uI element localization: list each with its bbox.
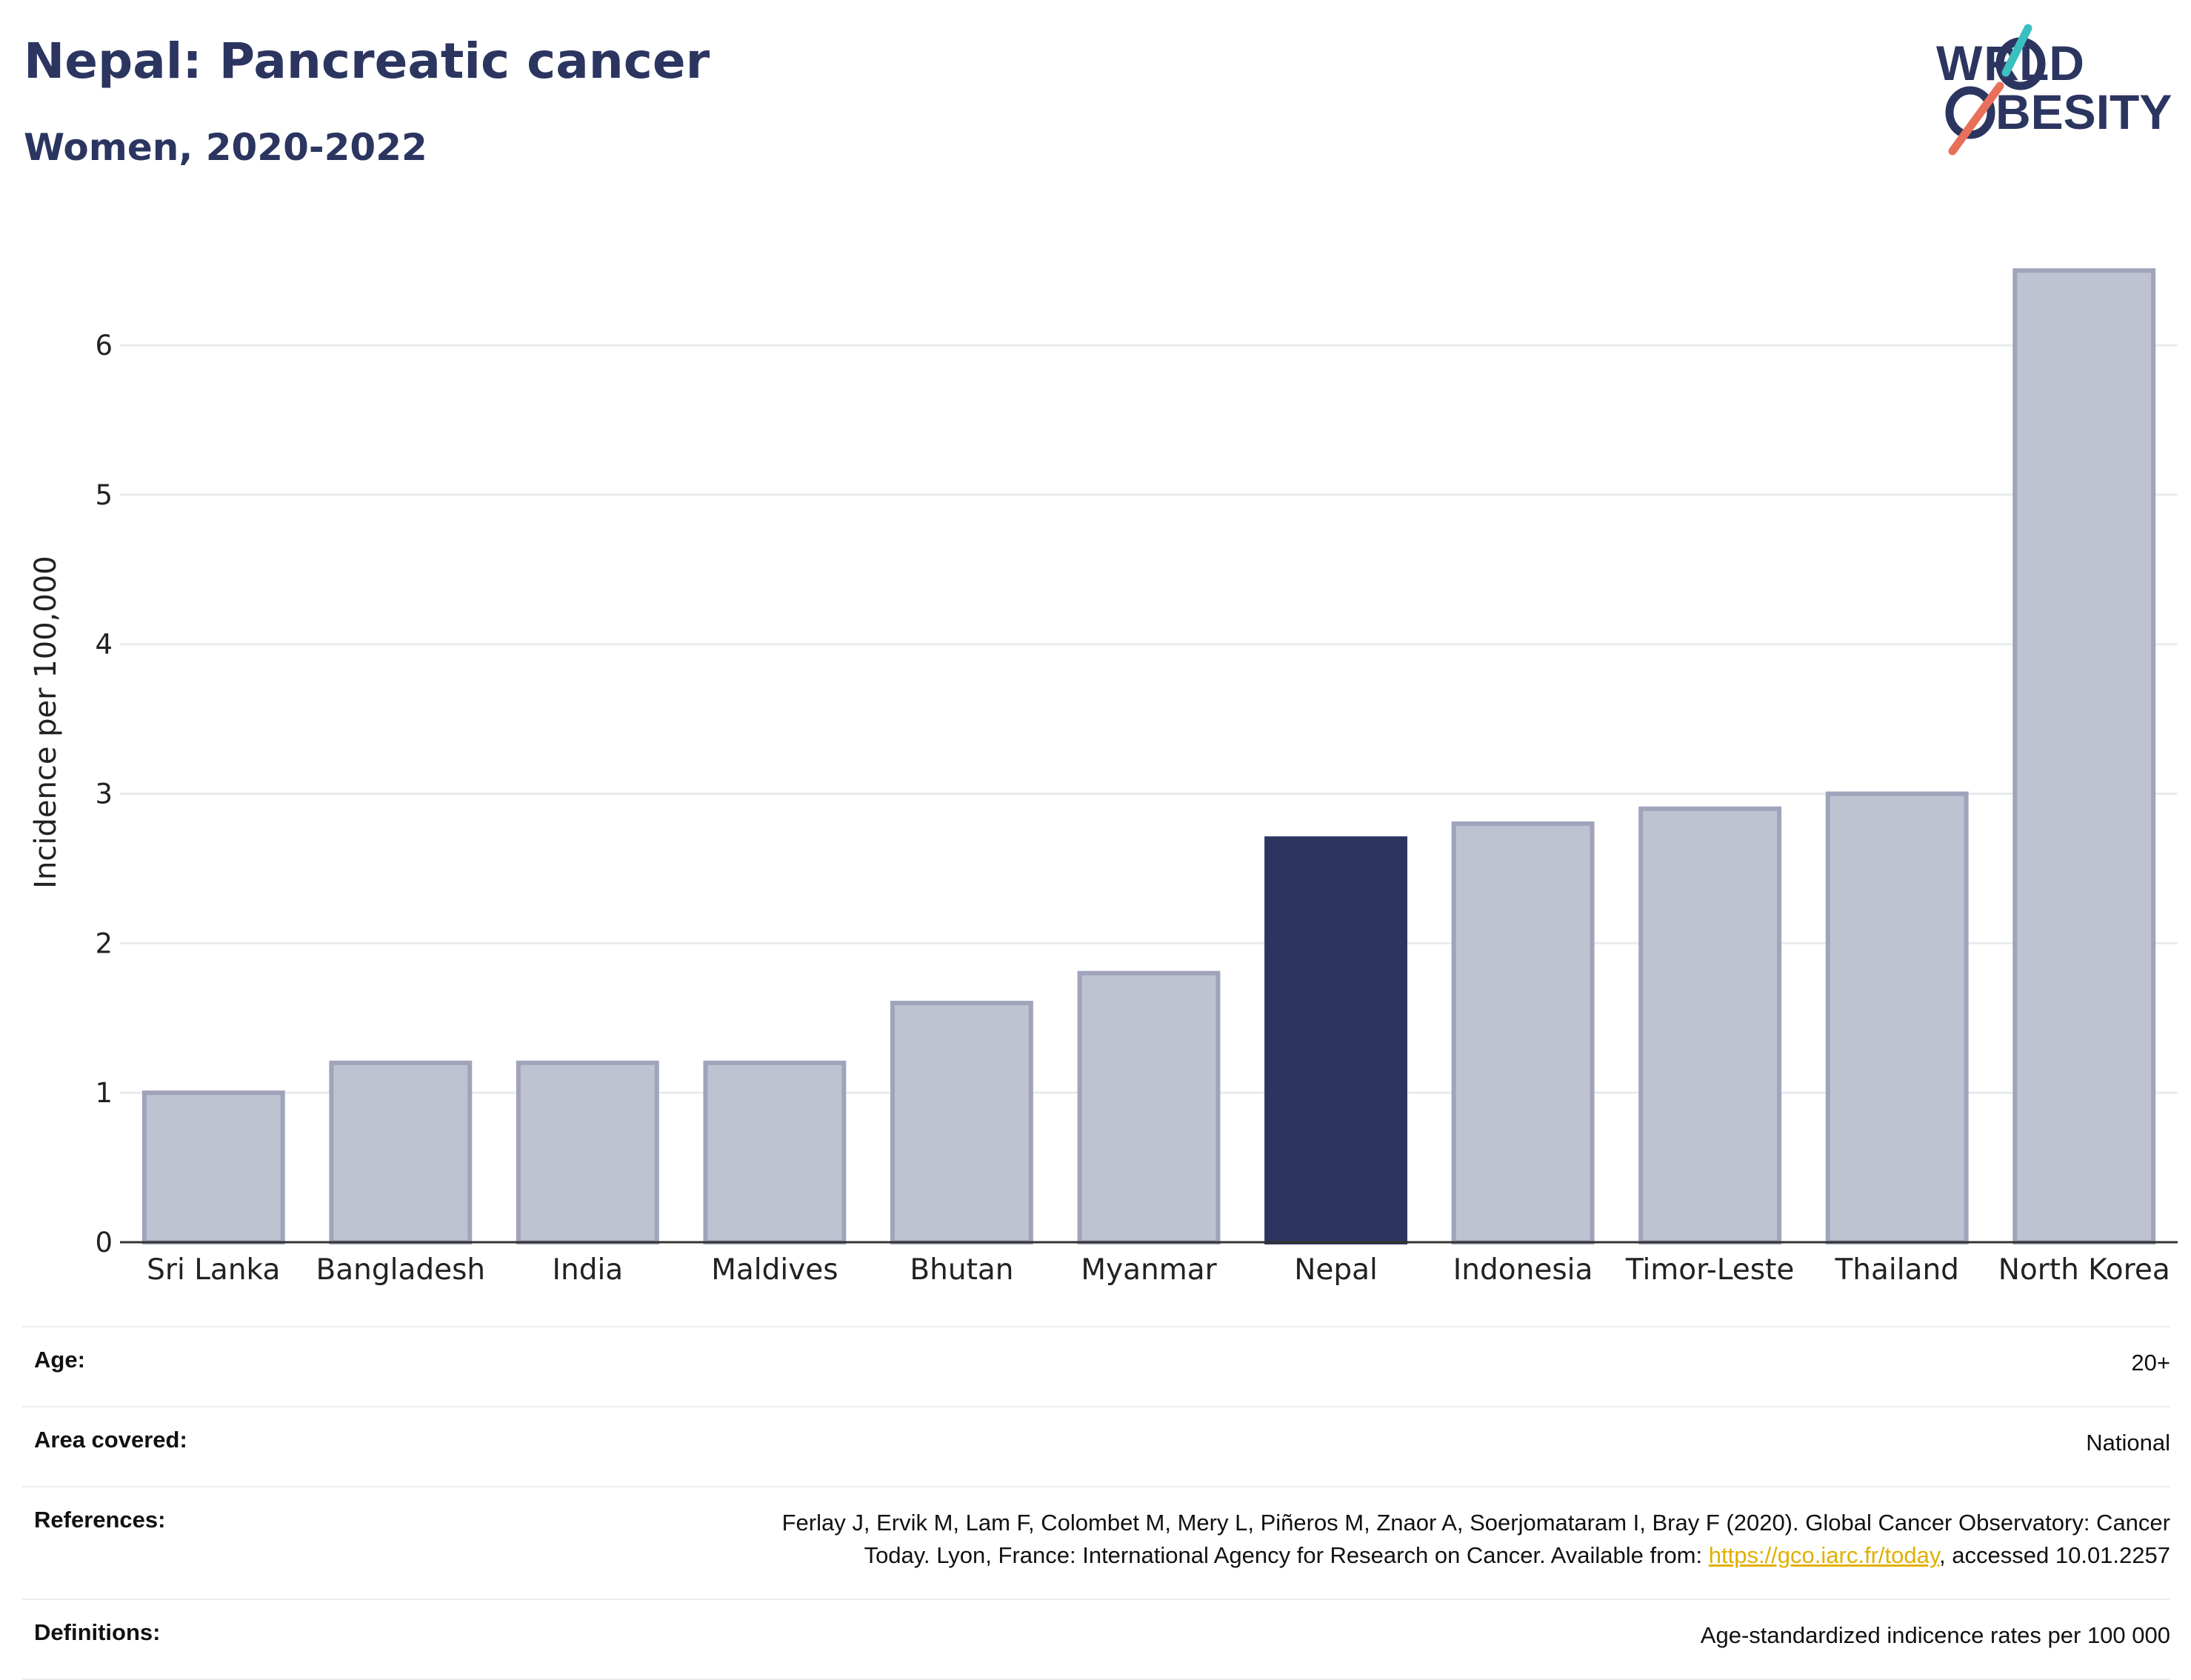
bar-indonesia [1451,821,1595,1244]
y-tick-label: 2 [95,927,113,959]
bar-chart: 0 1 2 3 4 5 6 Sri Lanka Bangladesh India Maldives… [95,268,2178,1287]
definitions-label: Definitions: [22,1599,286,1680]
definitions-value: Age-standardized indicence rates per 100… [286,1599,2170,1680]
logo-slash-teal [2001,24,2032,77]
y-axis-label: Incidence per 100,000 [29,556,63,889]
references-link[interactable]: https://gco.iarc.fr/today [1708,1542,1940,1568]
bar-myanmar [1077,970,1221,1245]
bar-north-korea [2012,268,2156,1245]
x-tick-label: Nepal [1294,1253,1378,1287]
references-value: Ferlay J, Ervik M, Lam F, Colombet M, Me… [286,1486,2170,1600]
bar-timor-leste [1638,806,1782,1244]
x-tick-label: Sri Lanka [147,1253,280,1287]
info-row-area: Area covered: National [22,1406,2170,1487]
y-tick-label: 3 [95,779,113,810]
x-tick-label: Thailand [1834,1253,1958,1287]
bar-thailand [1825,791,1969,1244]
x-tick-label: Timor-Leste [1625,1253,1795,1287]
age-value: 20+ [286,1326,2170,1407]
x-tick-label: Myanmar [1081,1253,1217,1287]
x-tick-label: Indonesia [1453,1253,1593,1287]
logo-obesity-text: BESITY [1995,84,2172,139]
y-tick-label: 5 [95,479,113,511]
y-tick-labels: 0 1 2 3 4 5 6 [95,330,113,1259]
age-label: Age: [22,1326,286,1407]
x-tick-labels: Sri Lanka Bangladesh India Maldives Bhutan My… [147,1253,2170,1287]
y-tick-label: 0 [95,1227,113,1259]
bar-bangladesh [329,1060,473,1245]
y-tick-label: 1 [95,1077,113,1109]
world-obesity-logo: WRLD BESITY [1936,24,2172,156]
references-line2-pre: Today. Lyon, France: International Agenc… [864,1542,1709,1568]
y-tick-label: 4 [95,629,113,661]
area-value: National [286,1406,2170,1487]
chart-title: Nepal: Pancreatic cancer [24,33,710,90]
x-tick-label: Bhutan [910,1253,1013,1287]
info-row-age: Age: 20+ [22,1326,2170,1407]
bars [141,268,2156,1245]
info-table: Age: 20+ Area covered: National Referenc… [22,1326,2170,1680]
bar-india [516,1060,659,1245]
area-label: Area covered: [22,1406,286,1487]
references-label: References: [22,1486,286,1600]
info-row-definitions: Definitions: Age-standardized indicence … [22,1599,2170,1680]
references-line2-post: , accessed 10.01.2257 [1939,1542,2170,1568]
x-tick-label: North Korea [1998,1253,2170,1287]
info-row-references: References: Ferlay J, Ervik M, Lam F, Co… [22,1486,2170,1600]
references-line1: Ferlay J, Ervik M, Lam F, Colombet M, Me… [781,1510,2170,1536]
logo-o-bottom [1945,86,1995,139]
bar-maldives [703,1060,847,1245]
logo-slash-coral [1948,81,2004,156]
bar-sri-lanka [141,1090,285,1244]
x-tick-label: Bangladesh [316,1253,485,1287]
x-tick-label: India [553,1253,624,1287]
chart-subtitle: Women, 2020-2022 [24,126,427,169]
y-tick-label: 6 [95,330,113,361]
bar-bhutan [890,1001,1033,1245]
x-tick-label: Maldives [711,1253,838,1287]
bar-nepal [1264,836,1407,1245]
